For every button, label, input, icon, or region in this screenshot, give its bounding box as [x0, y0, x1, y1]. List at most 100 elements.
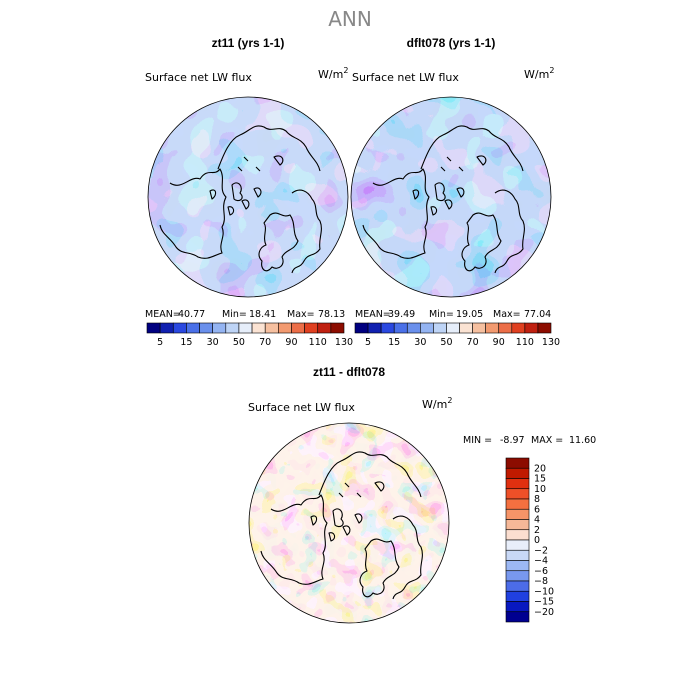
svg-text:MAX =: MAX = [531, 435, 563, 446]
map-boundary [248, 422, 450, 624]
colorbar-swatch [146, 322, 161, 334]
svg-text:MIN =: MIN = [463, 435, 492, 446]
svg-text:-8.97: -8.97 [500, 435, 525, 446]
colorbar-tick-label: 90 [285, 337, 297, 348]
colorbar-swatch [472, 322, 486, 334]
colorbar-tick-label: 0 [534, 535, 540, 546]
colorbar-swatch [330, 322, 345, 334]
colorbar-tick-label: −8 [534, 576, 548, 587]
stats-line: MEAN= 39.49 Min= 19.05 Max= 77.04 [355, 309, 551, 320]
page-title: ANN [328, 7, 372, 31]
colorbar-tick-label: 4 [534, 515, 540, 526]
colorbar-tick-label: 20 [534, 463, 546, 474]
colorbar-swatch [459, 322, 473, 334]
colorbar-swatch [420, 322, 434, 334]
colorbar-tick-label: −20 [534, 607, 554, 618]
colorbar-swatch [505, 478, 530, 490]
colorbar-swatch [446, 322, 460, 334]
variable-label: Surface net LW flux [352, 71, 459, 84]
colorbar-tick-label: 90 [493, 337, 505, 348]
panel-title: zt11 - dflt078 [313, 365, 385, 379]
colorbar-swatch [505, 519, 530, 531]
colorbar-swatch [485, 322, 500, 334]
stats-line: MIN = -8.97 MAX = 11.60 [463, 435, 596, 446]
map-field [148, 97, 348, 297]
svg-text:18.41: 18.41 [249, 309, 276, 320]
colorbar-swatch [225, 322, 240, 334]
colorbar-swatch [278, 322, 292, 334]
colorbar-swatch [524, 322, 539, 334]
colorbar-swatch [505, 560, 530, 572]
colorbar-swatch [505, 580, 530, 592]
colorbar-swatch [199, 322, 213, 334]
colorbar-tick-label: 15 [180, 337, 192, 348]
colorbar-swatch [367, 322, 382, 334]
colorbar: 5 15 30 50 70 90 110 130 [354, 322, 560, 348]
colorbar-swatch [186, 322, 200, 334]
colorbar-swatch [406, 322, 421, 334]
colorbar-tick-label: 5 [157, 337, 163, 348]
stats-line: MEAN= 40.77 Min= 18.41 Max= 78.13 [145, 309, 345, 320]
colorbar-tick-label: 2 [534, 525, 540, 536]
colorbar-tick-label: −15 [534, 597, 554, 608]
colorbar-swatch [505, 549, 530, 561]
colorbar-tick-label: 15 [388, 337, 400, 348]
colorbar-tick-label: −10 [534, 586, 554, 597]
svg-text:Max=: Max= [287, 309, 315, 320]
colorbar-tick-label: 50 [233, 337, 245, 348]
colorbar-swatch [505, 488, 530, 500]
panel-zt11: zt11 (yrs 1-1) Surface net LW flux W/m2 … [145, 36, 353, 348]
colorbar-swatch [498, 322, 513, 334]
colorbar-swatch [291, 322, 305, 334]
colorbar-swatch [505, 457, 530, 469]
colorbar-swatch [317, 322, 332, 334]
units-label: W/m2 [318, 66, 348, 81]
colorbar-swatch [393, 322, 408, 334]
colorbar-tick-label: 5 [365, 337, 371, 348]
colorbar-tick-label: 110 [309, 337, 327, 348]
colorbar-swatch [505, 529, 530, 541]
colorbar-swatch [505, 539, 530, 551]
colorbar-tick-label: 110 [516, 337, 534, 348]
panel-dflt078: dflt078 (yrs 1-1) Surface net LW flux W/… [350, 36, 560, 348]
colorbar-tick-label: 6 [534, 504, 540, 515]
map-field [351, 97, 551, 297]
svg-text:19.05: 19.05 [456, 309, 483, 320]
colorbar-swatch [354, 322, 369, 334]
svg-text:Min=: Min= [429, 309, 454, 320]
colorbar-swatch [505, 570, 530, 582]
colorbar-swatch [505, 590, 530, 602]
colorbar-tick-label: 10 [534, 484, 546, 495]
colorbar-swatch [505, 467, 530, 479]
variable-label: Surface net LW flux [248, 401, 355, 414]
units-label: W/m2 [524, 66, 554, 81]
colorbar-tick-label: 70 [467, 337, 479, 348]
colorbar-tick-label: −4 [534, 556, 548, 567]
colorbar-tick-label: 70 [259, 337, 271, 348]
svg-text:MEAN=: MEAN= [145, 309, 181, 320]
map-field [249, 423, 449, 623]
colorbar-tick-label: 30 [414, 337, 426, 348]
colorbar-tick-label: 130 [335, 337, 353, 348]
colorbar-swatch [304, 322, 319, 334]
svg-text:11.60: 11.60 [569, 435, 596, 446]
map-boundary [147, 96, 349, 298]
colorbar-swatch [511, 322, 526, 334]
colorbar-swatch [433, 322, 447, 334]
colorbar-swatch [251, 322, 266, 334]
map-boundary [350, 96, 552, 298]
panel-difference: zt11 - dflt078 Surface net LW flux W/m2 … [248, 365, 596, 624]
panel-title: zt11 (yrs 1-1) [212, 36, 285, 50]
colorbar-tick-label: 30 [207, 337, 219, 348]
colorbar-swatch [505, 611, 530, 623]
colorbar-swatch [172, 322, 187, 334]
colorbar-swatch [238, 322, 253, 334]
colorbar-swatch [264, 322, 279, 334]
colorbar-tick-label: −6 [534, 566, 548, 577]
svg-text:78.13: 78.13 [318, 309, 345, 320]
colorbar-swatch [159, 322, 174, 334]
colorbar-tick-label: 8 [534, 494, 540, 505]
colorbar-swatch [505, 498, 530, 510]
